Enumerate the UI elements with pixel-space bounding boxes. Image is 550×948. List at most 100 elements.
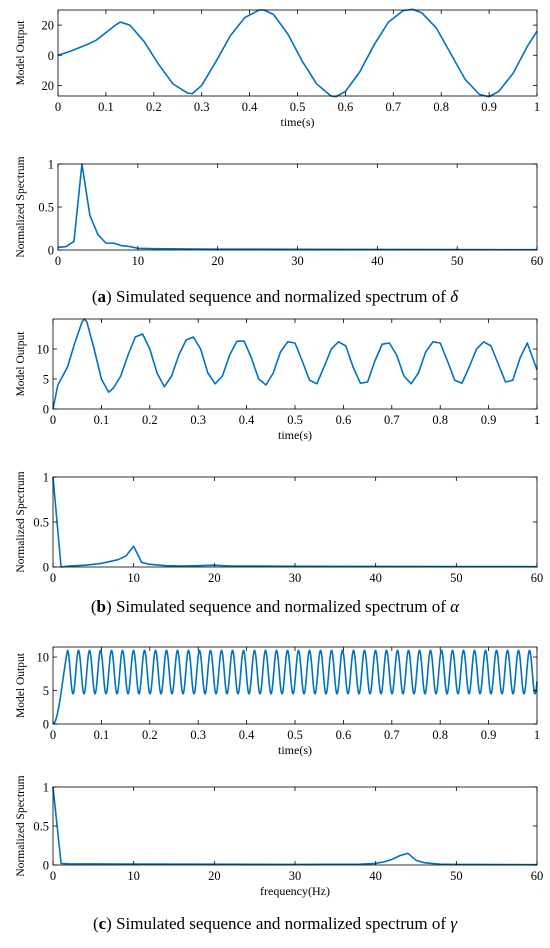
y-tick-label: 0	[43, 561, 49, 575]
y-tick-label: 10	[37, 343, 50, 357]
chart-b-spectrum: 0 10 20 30 40 50 60 0 0.5 1 Normalized Spectrum	[15, 471, 543, 586]
y-axis-label: Normalized Spectrum	[15, 471, 27, 572]
x-tick-label: 0.7	[384, 413, 400, 427]
x-tick-label: 0.2	[146, 100, 162, 114]
caption-b: (b) Simulated sequence and normalized sp…	[90, 597, 460, 616]
x-tick-label: 10	[132, 254, 145, 268]
x-tick-label: 0.1	[94, 413, 110, 427]
x-tick-label: 0	[50, 413, 56, 427]
x-tick-label: 0.6	[338, 100, 354, 114]
x-tick-label: 0.6	[336, 413, 352, 427]
series-line	[57, 8, 538, 98]
x-tick-label: 0.3	[194, 100, 210, 114]
x-tick-label: 0.2	[142, 413, 158, 427]
x-tick-label: 20	[208, 869, 221, 883]
chart-a-time-series: 0 0.1 0.2 0.3 0.4 0.5 0.6 0.7 0.8 0.9 120020time(s…	[15, 8, 540, 129]
axes-box	[52, 476, 538, 568]
x-tick-label: 30	[291, 254, 304, 268]
x-tick-label: 0.1	[98, 100, 114, 114]
x-tick-label: 30	[289, 571, 302, 585]
x-tick-label: 60	[531, 571, 544, 585]
y-tick-label: 1	[48, 158, 54, 172]
chart-a-spectrum: 0 10 20 30 40 50 60 0 0.5 1 Normalized Spectrum	[15, 156, 543, 268]
x-tick-label: 20	[211, 254, 224, 268]
x-tick-label: 0.1	[94, 728, 110, 742]
x-tick-label: 0.4	[239, 413, 255, 427]
x-tick-label: 1	[534, 100, 540, 114]
x-tick-label: 1	[534, 413, 540, 427]
x-axis-label: time(s)	[278, 428, 312, 442]
x-tick-label: 0.9	[481, 100, 497, 114]
y-axis-label: Model Output	[15, 652, 27, 718]
x-tick-label: 50	[450, 869, 463, 883]
x-tick-label: 50	[450, 571, 463, 585]
x-tick-label: 0.5	[290, 100, 306, 114]
x-tick-label: 0.8	[433, 100, 449, 114]
y-tick-label: 20	[42, 19, 55, 33]
x-tick-label: 0.8	[432, 728, 448, 742]
x-axis-label: frequency(Hz)	[260, 884, 330, 898]
y-tick-label: 10	[37, 651, 50, 665]
x-axis-label: time(s)	[281, 115, 315, 129]
x-tick-label: 1	[534, 728, 540, 742]
x-tick-label: 0	[50, 571, 56, 585]
y-tick-label: 20	[42, 79, 55, 93]
x-tick-label: 0.7	[385, 100, 401, 114]
y-axis-label: Normalized Spectrum	[15, 775, 27, 876]
series-line	[52, 649, 538, 725]
y-axis-label: Model Output	[15, 331, 27, 397]
x-tick-label: 0.4	[242, 100, 258, 114]
y-tick-label: 0	[48, 244, 54, 258]
y-tick-label: 1	[43, 781, 49, 795]
series-line	[52, 786, 538, 866]
x-tick-label: 0.7	[384, 728, 400, 742]
y-axis-label: Normalized Spectrum	[15, 156, 27, 257]
chart-c-time-series: 0 0.1 0.2 0.3 0.4 0.5 0.6 0.7 0.8 0.9 10510time(s)…	[15, 646, 540, 757]
y-tick-label: 0	[48, 49, 54, 63]
x-tick-label: 0.9	[481, 728, 497, 742]
x-tick-label: 0	[55, 254, 61, 268]
x-tick-label: 40	[371, 254, 384, 268]
y-tick-label: 0.5	[38, 201, 54, 215]
x-tick-label: 30	[289, 869, 302, 883]
y-tick-label: 0	[43, 859, 49, 873]
x-tick-label: 0.5	[287, 728, 303, 742]
x-tick-label: 10	[127, 571, 140, 585]
x-tick-label: 0.4	[239, 728, 255, 742]
x-tick-label: 0.3	[190, 728, 206, 742]
x-tick-label: 10	[127, 869, 140, 883]
axes-box	[52, 786, 538, 866]
x-axis-label: time(s)	[278, 743, 312, 757]
y-tick-label: 5	[43, 684, 49, 698]
series-line	[57, 163, 538, 251]
x-tick-label: 0.3	[190, 413, 206, 427]
x-tick-label: 40	[369, 571, 382, 585]
x-tick-label: 0	[55, 100, 61, 114]
series-line	[52, 318, 538, 410]
y-tick-label: 1	[43, 471, 49, 485]
series-line	[52, 476, 538, 568]
x-tick-label: 0.6	[336, 728, 352, 742]
x-tick-label: 60	[531, 254, 544, 268]
x-tick-label: 0	[50, 728, 56, 742]
y-tick-label: 5	[43, 373, 49, 387]
x-tick-label: 0	[50, 869, 56, 883]
caption-a: (a) Simulated sequence and normalized sp…	[91, 287, 459, 306]
chart-b-time-series: 0 0.1 0.2 0.3 0.4 0.5 0.6 0.7 0.8 0.9 10510time(s)…	[15, 318, 540, 442]
x-tick-label: 40	[369, 869, 382, 883]
y-axis-label: Model Output	[15, 20, 27, 86]
x-tick-label: 0.5	[287, 413, 303, 427]
chart-c-spectrum: 0 10 20 30 40 50 60 0 0.5 1 frequency(Hz) Normalize…	[15, 775, 543, 898]
y-tick-label: 0.5	[33, 820, 49, 834]
x-tick-label: 0.9	[481, 413, 497, 427]
x-tick-label: 0.2	[142, 728, 158, 742]
caption-c: (c) Simulated sequence and normalized sp…	[92, 914, 458, 933]
x-tick-label: 60	[531, 869, 544, 883]
y-tick-label: 0.5	[33, 516, 49, 530]
y-tick-label: 0	[43, 403, 49, 417]
y-tick-label: 0	[43, 718, 49, 732]
axes-box	[57, 163, 538, 251]
x-tick-label: 50	[451, 254, 464, 268]
x-tick-label: 0.8	[432, 413, 448, 427]
